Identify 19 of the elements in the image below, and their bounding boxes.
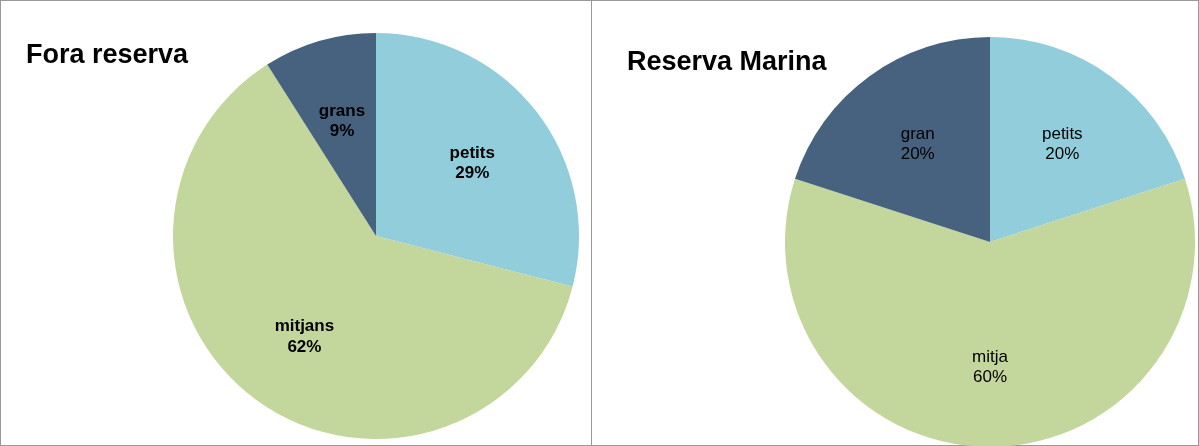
pie-slice	[173, 64, 573, 439]
pie-slice	[990, 37, 1185, 242]
slice-label: petits	[1041, 124, 1083, 144]
data-label: 29%	[455, 163, 490, 183]
data-label: 9%	[329, 121, 355, 141]
chart-title: Reserva Marina	[627, 46, 827, 77]
data-label: 20%	[1045, 144, 1080, 164]
pie-slice	[376, 33, 579, 287]
slice-label: petits	[449, 142, 495, 162]
slice-label: mitjans	[274, 316, 335, 336]
data-label: 62%	[287, 336, 322, 356]
pie-slice	[267, 33, 376, 236]
slice-label: mitja	[972, 346, 1009, 366]
pie-slice	[785, 178, 1195, 446]
slice-label: gran	[900, 124, 935, 144]
data-label: 20%	[900, 144, 935, 164]
slice-label: grans	[318, 100, 366, 120]
chart-title: Fora reserva	[26, 39, 189, 70]
data-label: 60%	[972, 367, 1008, 386]
